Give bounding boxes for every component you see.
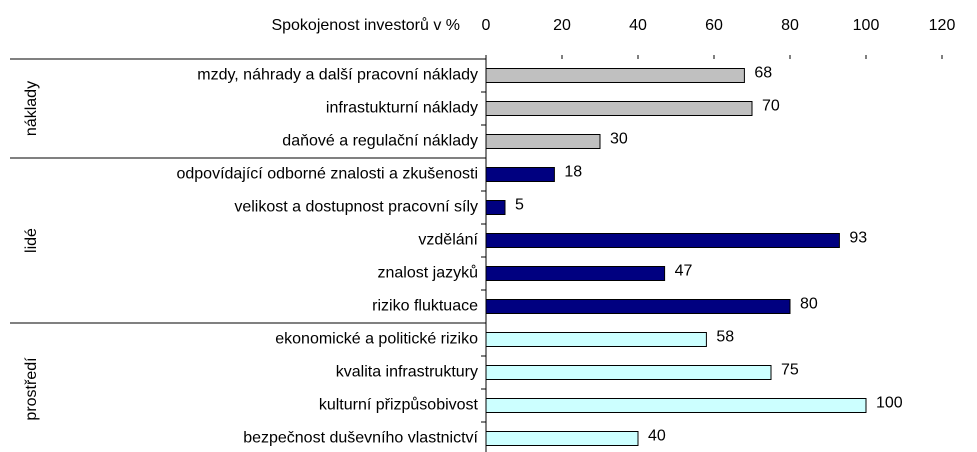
bar	[485, 299, 791, 314]
bar	[485, 266, 666, 281]
x-tick-label: 120	[929, 17, 956, 34]
bar	[485, 365, 772, 380]
x-tick-label: 20	[553, 17, 571, 34]
y-tick-label: ekonomické a politické riziko	[275, 331, 478, 348]
data-label: 70	[762, 98, 780, 115]
y-tick-label: daňové a regulační náklady	[282, 133, 478, 150]
axis-title: Spokojenost investorů v %	[271, 16, 460, 34]
bar	[485, 200, 506, 215]
data-label: 30	[610, 131, 628, 148]
bar	[485, 431, 639, 446]
y-tick-label: kulturní přizpůsobivost	[319, 396, 479, 414]
data-label: 93	[849, 230, 867, 247]
bar	[485, 233, 840, 248]
data-label: 58	[716, 329, 734, 346]
data-label: 47	[675, 263, 693, 280]
y-tick-label: velikost a dostupnost pracovní síly	[234, 199, 478, 216]
data-label: 100	[876, 395, 903, 412]
y-tick-label: infrastukturní náklady	[326, 100, 478, 117]
data-label: 18	[564, 164, 582, 181]
x-tick-label: 0	[482, 17, 491, 34]
bar	[485, 101, 753, 116]
y-tick-label: vzdělání	[418, 232, 478, 249]
x-tick-label: 80	[781, 17, 799, 34]
y-tick-label: kvalita infrastruktury	[336, 364, 478, 381]
bar	[485, 134, 601, 149]
y-tick-label: odpovídající odborné znalosti a zkušenos…	[176, 166, 478, 183]
bar	[485, 398, 867, 413]
data-label: 68	[754, 65, 772, 82]
x-tick-label: 60	[705, 17, 723, 34]
bar	[485, 167, 555, 182]
bar	[485, 332, 707, 347]
data-label: 75	[781, 362, 799, 379]
group-label: prostředí	[23, 357, 40, 421]
data-label: 5	[515, 197, 524, 214]
x-tick-label: 100	[853, 17, 880, 34]
group-label: náklady	[23, 81, 40, 136]
data-label: 80	[800, 296, 818, 313]
data-label: 40	[648, 428, 666, 445]
y-tick-label: mzdy, náhrady a další pracovní náklady	[197, 67, 478, 84]
x-tick-label: 40	[629, 17, 647, 34]
bar	[485, 68, 745, 83]
group-label: lidé	[23, 228, 40, 253]
y-tick-label: bezpečnost duševního vlastnictví	[243, 430, 478, 447]
y-tick-label: znalost jazyků	[378, 264, 479, 282]
y-tick-label: riziko fluktuace	[372, 298, 478, 315]
